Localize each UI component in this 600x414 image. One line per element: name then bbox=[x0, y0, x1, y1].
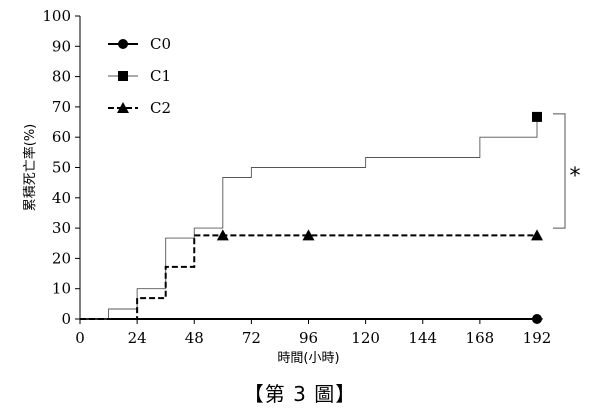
y-axis-title: 累積死亡率(%) bbox=[22, 124, 38, 212]
y-tick-label: 90 bbox=[52, 37, 71, 55]
figure-caption: 【第 3 圖】 bbox=[243, 382, 357, 406]
x-tick-label: 144 bbox=[408, 329, 437, 347]
x-axis-title: 時間(小時) bbox=[277, 351, 339, 366]
series-marker-c2 bbox=[302, 229, 315, 241]
y-tick-label: 10 bbox=[52, 280, 71, 298]
series-marker-c1 bbox=[532, 111, 542, 122]
series-marker-c0 bbox=[532, 314, 542, 324]
series-c0 bbox=[80, 314, 542, 324]
legend-label: C0 bbox=[150, 35, 171, 53]
legend-label: C2 bbox=[150, 99, 171, 117]
y-tick-label: 40 bbox=[52, 189, 71, 207]
series-c2 bbox=[80, 229, 543, 320]
y-tick-label: 60 bbox=[52, 128, 71, 146]
x-tick-label: 96 bbox=[299, 329, 318, 347]
legend-item-c2: C2 bbox=[108, 99, 171, 117]
legend-item-c0: C0 bbox=[108, 35, 171, 53]
x-tick-label: 72 bbox=[242, 329, 261, 347]
series-layer bbox=[80, 111, 543, 324]
y-tick-label: 30 bbox=[52, 219, 71, 237]
axes: 0 10 20 30 40 50 60 70 80 90 100 0 24 48 72 96 120 144 168… bbox=[22, 7, 551, 366]
legend-item-c1: C1 bbox=[108, 67, 171, 85]
legend-marker bbox=[118, 71, 128, 81]
y-tick-label: 50 bbox=[52, 159, 71, 177]
x-tick-label: 0 bbox=[75, 329, 85, 347]
y-tick-label: 20 bbox=[52, 249, 71, 267]
x-tick-label: 48 bbox=[185, 329, 204, 347]
x-tick-label: 192 bbox=[523, 329, 552, 347]
series-line-c1 bbox=[80, 116, 538, 320]
legend-marker bbox=[118, 39, 128, 49]
legend-label: C1 bbox=[150, 67, 171, 85]
series-line-c2 bbox=[80, 234, 537, 320]
annotation-layer: * bbox=[553, 113, 581, 229]
significance-bracket: * bbox=[553, 113, 581, 229]
x-tick-label: 168 bbox=[466, 329, 495, 347]
y-tick-label: 0 bbox=[61, 310, 71, 328]
series-c1 bbox=[80, 111, 542, 320]
survival-chart: 0 10 20 30 40 50 60 70 80 90 100 0 24 48 72 96 120 144 168… bbox=[22, 7, 581, 366]
series-marker-c2 bbox=[216, 229, 229, 241]
x-tick-label: 120 bbox=[351, 329, 380, 347]
y-tick-label: 100 bbox=[42, 7, 71, 25]
legend-marker bbox=[117, 102, 129, 113]
legend: C0 C1 C2 bbox=[108, 35, 171, 117]
series-marker-c2 bbox=[531, 229, 543, 241]
significance-star: * bbox=[570, 164, 581, 189]
bracket-line bbox=[553, 113, 566, 229]
y-tick-label: 80 bbox=[52, 68, 71, 86]
y-tick-label: 70 bbox=[52, 98, 71, 116]
x-tick-label: 24 bbox=[128, 329, 147, 347]
